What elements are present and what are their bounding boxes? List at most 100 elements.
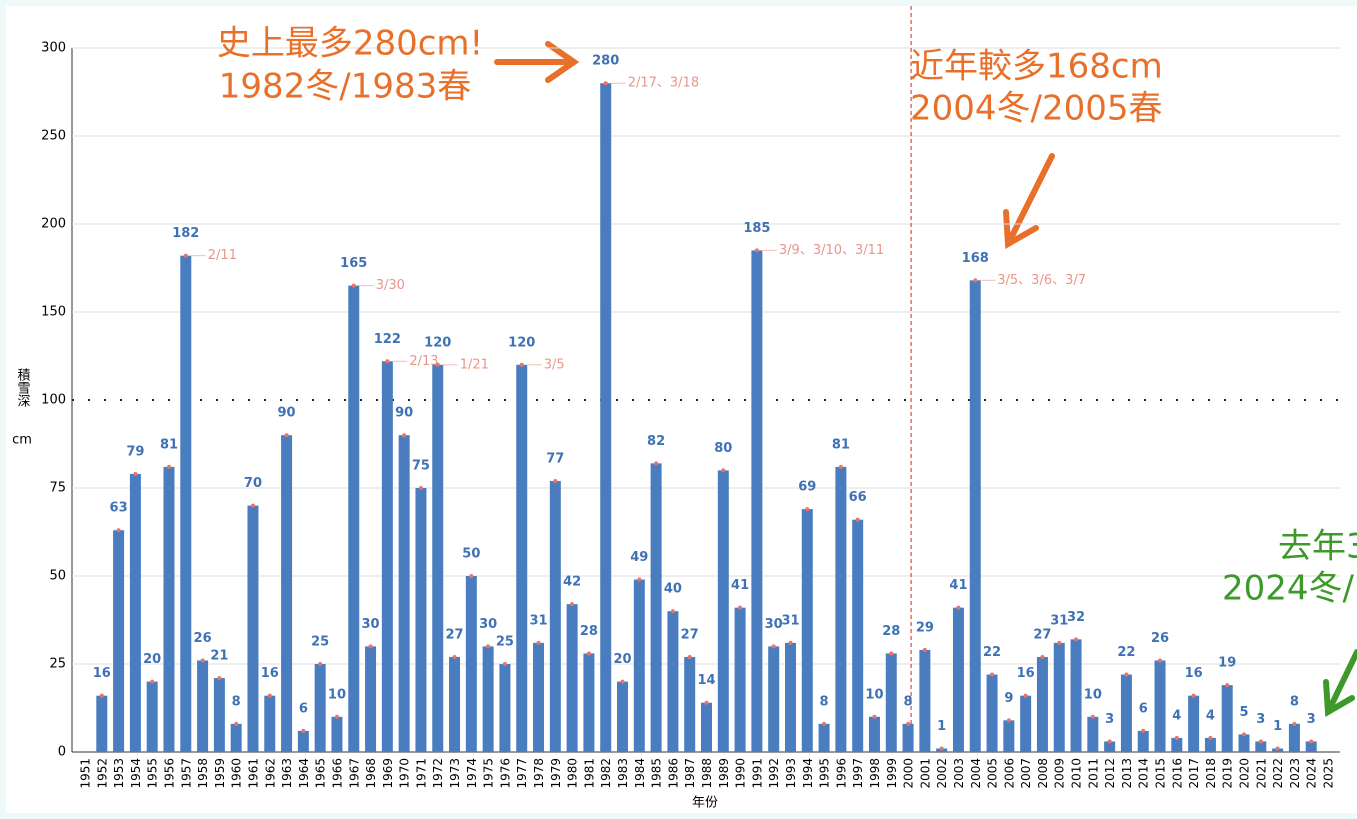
bar (516, 364, 528, 752)
value-label: 26 (194, 631, 212, 646)
x-tick-label: 1954 (129, 758, 143, 789)
bar (1171, 737, 1183, 752)
x-tick-label: 1964 (297, 758, 311, 789)
x-tick-label: 1991 (750, 758, 764, 789)
bar (835, 466, 847, 752)
bar (331, 716, 343, 752)
bar (868, 716, 880, 752)
value-label: 8 (1290, 694, 1299, 709)
x-tick-label: 1992 (767, 758, 781, 789)
bar (1188, 695, 1200, 752)
bar-cap (200, 658, 205, 663)
x-tick-label: 2022 (1271, 758, 1285, 789)
bar-cap (116, 528, 121, 533)
y-tick-label: 250 (41, 129, 66, 144)
value-label: 8 (904, 694, 913, 709)
bar-cap (1158, 658, 1163, 663)
value-label: 22 (983, 645, 1001, 660)
x-tick-label: 1953 (112, 758, 126, 789)
bar-cap (553, 478, 558, 483)
bar-cap (1006, 718, 1011, 723)
bar-cap (1242, 732, 1247, 737)
bar-cap (570, 602, 575, 607)
bar (1053, 642, 1065, 752)
bar (1120, 674, 1132, 752)
bar (583, 653, 595, 752)
value-label: 20 (613, 652, 631, 667)
x-tick-label: 2001 (918, 758, 932, 789)
x-tick-label: 1983 (616, 758, 630, 789)
value-label: 31 (781, 613, 799, 628)
bar-cap (906, 721, 911, 726)
bar-cap (670, 609, 675, 614)
x-tick-label: 1995 (818, 758, 832, 789)
bar (751, 250, 763, 752)
bar (1104, 741, 1116, 752)
value-label: 31 (1050, 613, 1068, 628)
x-tick-label: 1970 (398, 758, 412, 789)
x-tick-label: 1966 (330, 758, 344, 789)
bar-cap (334, 714, 339, 719)
bar-cap (183, 253, 188, 258)
value-label: 122 (374, 332, 401, 347)
value-label: 41 (949, 578, 967, 593)
bar-cap (133, 471, 138, 476)
bar (163, 466, 175, 752)
x-tick-label: 2006 (1002, 758, 1016, 789)
bar-cap (788, 640, 793, 645)
x-tick-label: 1985 (650, 758, 664, 789)
y-tick-label: 150 (41, 305, 66, 320)
bar (1305, 741, 1317, 752)
arrow (494, 41, 580, 83)
annotation: 去年3 (1278, 527, 1357, 567)
x-tick-label: 1973 (448, 758, 462, 789)
x-tick-label: 2003 (952, 758, 966, 789)
value-label: 81 (160, 437, 178, 452)
value-label: 280 (592, 54, 619, 69)
bar-cap (368, 644, 373, 649)
value-label: 1 (937, 719, 946, 734)
value-label: 66 (849, 490, 867, 505)
bar-cap (721, 468, 726, 473)
value-label: 10 (1084, 687, 1102, 702)
x-tick-label: 2010 (1070, 758, 1084, 789)
x-tick-label: 2019 (1221, 758, 1235, 789)
x-tick-label: 1980 (566, 758, 580, 789)
bar (717, 470, 729, 752)
date-label: 2/17、3/18 (628, 76, 699, 91)
annotation: 2024冬/ (1222, 569, 1355, 609)
bar (1238, 734, 1250, 752)
bar (650, 463, 662, 752)
bar (617, 681, 629, 752)
x-tick-label: 1951 (79, 758, 93, 789)
value-label: 27 (445, 627, 463, 642)
x-tick-label: 2018 (1204, 758, 1218, 789)
value-label: 30 (362, 617, 380, 632)
x-tick-label: 1999 (885, 758, 899, 789)
bar-cap (973, 278, 978, 283)
bar-cap (754, 248, 759, 253)
x-tick-label: 1994 (801, 758, 815, 789)
x-tick-label: 2004 (969, 758, 983, 789)
bar-cap (1040, 654, 1045, 659)
value-label: 28 (580, 624, 598, 639)
bar (381, 361, 393, 752)
bar-cap (536, 640, 541, 645)
value-label: 32 (1067, 610, 1085, 625)
bar-cap (1074, 637, 1079, 642)
x-tick-label: 1962 (263, 758, 277, 789)
bar-cap (822, 721, 827, 726)
bar (465, 576, 477, 752)
date-label: 3/5、3/6、3/7 (997, 273, 1086, 288)
annotation: 1982冬/1983春 (219, 67, 472, 107)
x-tick-label: 1952 (95, 758, 109, 789)
bar (180, 255, 192, 752)
x-tick-label: 1959 (213, 758, 227, 789)
value-label: 16 (93, 666, 111, 681)
bar (213, 678, 225, 752)
value-label: 29 (916, 620, 934, 635)
bar (1087, 716, 1099, 752)
annotation: 2004冬/2005春 (910, 89, 1163, 129)
arrow (1323, 649, 1357, 718)
value-label: 27 (1033, 627, 1051, 642)
